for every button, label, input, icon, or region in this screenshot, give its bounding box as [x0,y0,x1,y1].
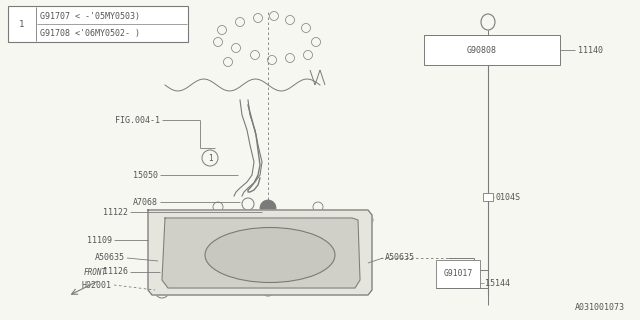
Text: A7068: A7068 [133,197,158,206]
Bar [483,193,493,201]
Bar [8,6,188,42]
Text: 11140: 11140 [578,45,603,54]
Text: FIG.004-1: FIG.004-1 [115,116,160,124]
Text: 11122: 11122 [103,207,128,217]
Text: A031001073: A031001073 [575,303,625,312]
Text: A50635: A50635 [95,253,125,262]
Text: G90808: G90808 [467,45,497,54]
Bar [436,260,480,288]
Text: 1: 1 [19,20,25,28]
Polygon shape [148,210,372,295]
Text: 1: 1 [208,154,212,163]
Text: A50635: A50635 [385,253,415,262]
Text: 11109: 11109 [87,236,112,244]
Text: G91707 < -'05MY0503): G91707 < -'05MY0503) [40,12,140,20]
Ellipse shape [205,228,335,283]
Bar [424,35,560,65]
Text: 0104S: 0104S [496,193,521,202]
Text: H02001: H02001 [82,281,112,290]
Polygon shape [162,218,360,288]
Text: 11126: 11126 [103,268,128,276]
Text: G91017: G91017 [444,269,472,278]
Text: G91708 <'06MY0502- ): G91708 <'06MY0502- ) [40,28,140,37]
Circle shape [260,200,276,216]
Text: 15050: 15050 [133,171,158,180]
Text: 15144: 15144 [485,278,510,287]
Text: FRONT: FRONT [83,268,107,277]
